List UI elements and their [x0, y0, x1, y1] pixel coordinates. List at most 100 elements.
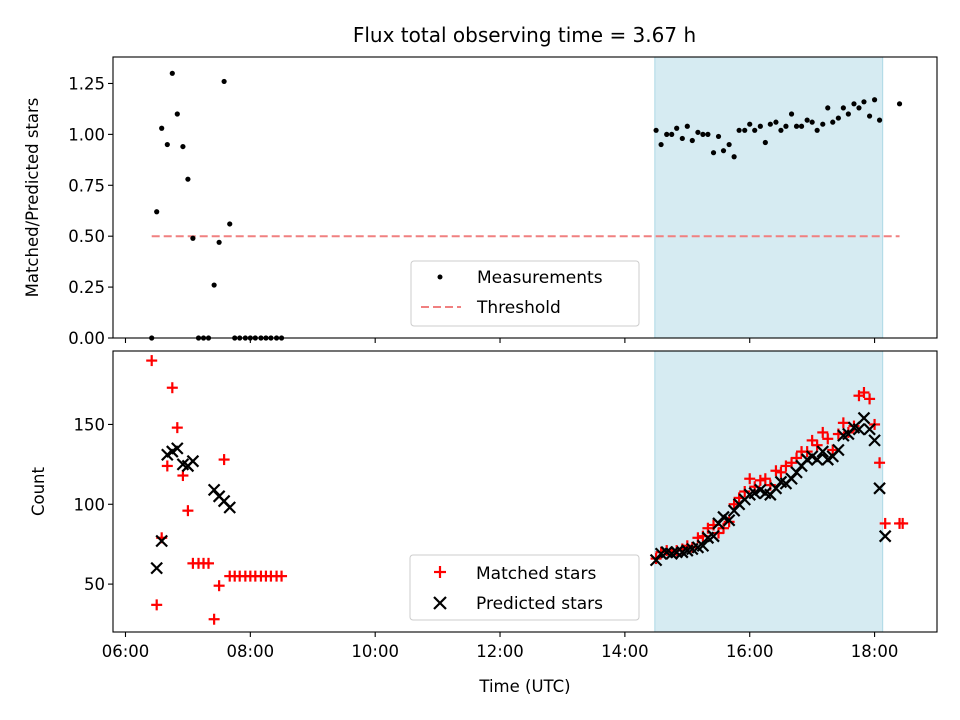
- measurement-point: [726, 141, 732, 148]
- xtick-label: 10:00: [351, 642, 399, 661]
- top-ytick-label: 0.00: [68, 329, 105, 348]
- measurement-point: [856, 105, 862, 111]
- measurement-point: [778, 127, 784, 133]
- measurement-point: [840, 105, 846, 111]
- predicted-star-point: [155, 534, 168, 548]
- matched-star-point: [874, 457, 886, 469]
- top-x-ticks: [124, 338, 876, 343]
- measurement-point: [674, 125, 680, 131]
- xtick-label: 14:00: [601, 642, 649, 661]
- measurement-point: [705, 131, 711, 137]
- measurement-point: [190, 235, 196, 241]
- matched-star-point: [744, 473, 756, 485]
- top-legend-box: [410, 260, 640, 327]
- predicted-star-point: [810, 453, 824, 466]
- measurement-point: [773, 119, 779, 125]
- predicted-star-point: [863, 422, 876, 436]
- measurement-point: [169, 70, 175, 76]
- measurement-point: [731, 154, 737, 160]
- measurement-point: [715, 133, 722, 140]
- measurement-point: [783, 123, 789, 129]
- measurement-point: [658, 141, 664, 148]
- measurement-point: [736, 127, 742, 133]
- predicted-star-point: [832, 443, 845, 457]
- matched-star-point: [780, 460, 792, 472]
- matched-star-point: [817, 426, 829, 438]
- matched-star-point: [213, 580, 225, 592]
- legend-label-matched: Matched stars: [476, 564, 596, 584]
- measurement-point: [159, 125, 165, 131]
- predicted-star-point: [150, 561, 163, 575]
- predicted-star-point: [816, 445, 830, 458]
- predicted-star-point: [696, 539, 710, 553]
- measurement-point: [710, 150, 717, 156]
- matched-star-point: [811, 439, 823, 451]
- legend-label-threshold: Threshold: [476, 298, 561, 318]
- top-ytick-label: 0.75: [68, 176, 105, 195]
- top-panel: 0.00 0.25 0.50 0.75 1.00 1.25 Matched/Predict…: [23, 56, 938, 348]
- matched-star-point: [686, 541, 698, 553]
- top-axes-frame: [112, 56, 938, 339]
- x-axis-label: Time (UTC): [478, 677, 570, 696]
- predicted-star-point: [878, 529, 892, 543]
- bottom-y-axis-label: Count: [29, 466, 48, 516]
- matched-star-point: [864, 393, 876, 405]
- measurement-point: [211, 282, 217, 288]
- legend-label-predicted: Predicted stars: [476, 594, 603, 614]
- predicted-star-point: [670, 545, 683, 559]
- xtick-label: 06:00: [102, 642, 150, 661]
- measurement-point: [185, 176, 191, 182]
- top-ytick-label: 0.50: [68, 227, 105, 246]
- matched-star-point: [151, 599, 163, 611]
- measurement-point: [788, 111, 795, 117]
- measurement-point: [689, 137, 695, 144]
- bottom-x-ticks: 06:00 08:00 10:00 12:00 14:00 16:00 18:00: [102, 632, 899, 661]
- measurement-point: [757, 123, 763, 129]
- measurement-point: [896, 101, 903, 107]
- measurement-point: [180, 143, 186, 150]
- measurement-point: [742, 127, 748, 133]
- measurement-point: [720, 148, 727, 154]
- matched-star-point: [837, 417, 849, 429]
- matched-star-point: [203, 557, 215, 569]
- matched-star-point: [146, 355, 158, 367]
- bottom-observing-span: [654, 350, 884, 633]
- bottom-ytick-label: 100: [74, 495, 106, 514]
- matched-star-point: [739, 486, 751, 497]
- top-y-ticks: 0.00 0.25 0.50 0.75 1.00 1.25: [68, 74, 113, 348]
- measurement-point: [876, 117, 883, 123]
- matched-star-point: [822, 433, 834, 445]
- xtick-label: 18:00: [851, 642, 899, 661]
- measurement-point: [684, 123, 690, 129]
- predicted-star-point: [223, 501, 237, 514]
- matched-star-point: [182, 505, 194, 517]
- measurements-points: [149, 70, 903, 341]
- matched-star-point: [879, 517, 891, 529]
- xtick-label: 12:00: [476, 642, 524, 661]
- measurement-point: [851, 101, 857, 107]
- measurement-point: [752, 127, 758, 133]
- measurement-point: [695, 129, 701, 135]
- predicted-star-point: [857, 411, 871, 425]
- chart-title: Flux total observing time = 3.67 h: [353, 23, 696, 47]
- top-ytick-label: 1.25: [68, 74, 105, 93]
- measurement-point: [835, 115, 841, 121]
- measurement-point: [861, 99, 867, 105]
- measurement-point: [825, 105, 831, 111]
- measurement-point: [227, 221, 233, 227]
- predicted-star-point: [186, 454, 200, 468]
- top-y-axis-label: Matched/Predicted stars: [23, 98, 42, 298]
- matched-star-point: [806, 434, 818, 446]
- matched-star-point: [759, 473, 771, 485]
- bottom-ytick-label: 150: [74, 415, 106, 434]
- measurement-point: [871, 97, 878, 103]
- predicted-star-point: [171, 442, 184, 455]
- measurement-point: [700, 131, 706, 137]
- matched-star-point: [208, 613, 220, 625]
- measurement-point: [820, 121, 826, 127]
- matched-star-point: [770, 465, 782, 477]
- measurement-point: [814, 127, 820, 133]
- measurement-point: [653, 127, 659, 133]
- measurement-point: [747, 121, 753, 127]
